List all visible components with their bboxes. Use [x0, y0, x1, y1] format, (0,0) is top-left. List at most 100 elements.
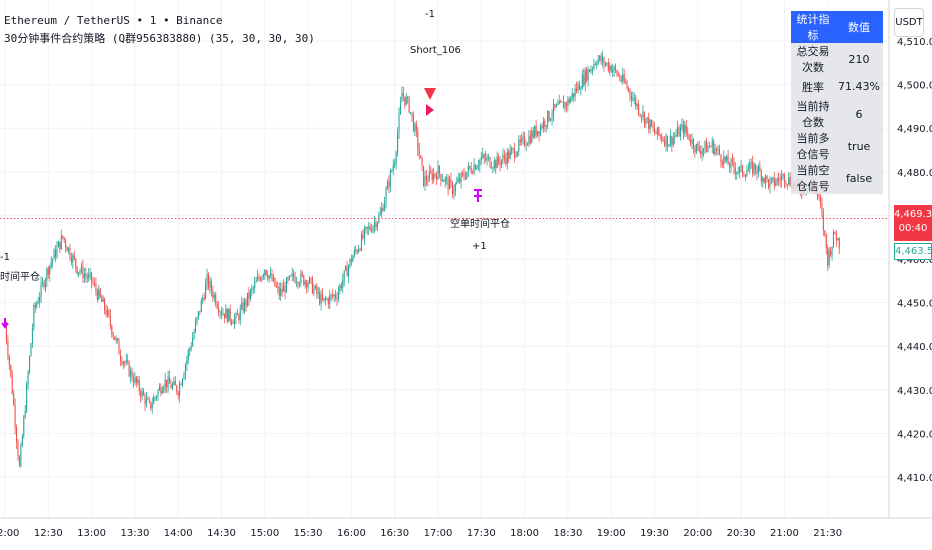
candle-body: [821, 202, 823, 214]
candle-body: [568, 99, 570, 103]
candle-body: [563, 101, 565, 109]
candle-body: [197, 311, 199, 318]
candle-body: [353, 250, 355, 257]
candle-body: [151, 404, 153, 409]
candle-body: [596, 63, 598, 65]
candle-body: [438, 166, 440, 175]
stats-key: 总交易次数: [791, 43, 836, 75]
symbol-info[interactable]: Ethereum / TetherUS • 1 • Binance: [4, 14, 223, 27]
candle-body: [83, 274, 85, 279]
candle-body: [135, 377, 137, 383]
candle-body: [138, 379, 140, 392]
candle-body: [158, 386, 160, 391]
candle-body: [141, 390, 143, 397]
candle-body: [21, 436, 23, 446]
candle-body: [743, 174, 745, 176]
candle-body: [480, 157, 482, 160]
candle-body: [297, 282, 299, 285]
candle-body: [255, 280, 257, 283]
candle-body: [539, 126, 542, 135]
candle-body: [163, 386, 165, 391]
candle-body: [441, 180, 443, 182]
candle-body: [372, 226, 374, 232]
candle-body: [635, 97, 637, 107]
candle-body: [382, 207, 384, 211]
candle-body: [190, 346, 192, 349]
candle-body: [114, 336, 116, 340]
candle-body: [677, 127, 679, 135]
candle-body: [54, 249, 57, 258]
candle-body: [23, 417, 25, 437]
candle-body: [584, 69, 586, 85]
candle-body: [775, 182, 777, 186]
candle-body: [548, 111, 550, 121]
candle-body: [782, 174, 784, 177]
candle-body: [837, 238, 839, 241]
candle-body: [496, 156, 498, 169]
candle-body: [265, 269, 267, 275]
candle-body: [607, 62, 609, 71]
candle-body: [513, 148, 516, 158]
candle-body: [421, 158, 423, 166]
candle-body: [519, 139, 521, 142]
candle-body: [310, 277, 312, 279]
candle-body: [281, 288, 283, 292]
candle-body: [394, 163, 396, 166]
candle-body: [655, 132, 657, 135]
candle-body: [524, 136, 526, 146]
candle-body: [11, 374, 13, 394]
candle-body: [522, 136, 524, 138]
candle-body: [238, 315, 240, 320]
candle-body: [241, 303, 243, 309]
candle-body: [705, 141, 708, 153]
currency-button[interactable]: USDT: [894, 8, 924, 37]
candle-body: [385, 189, 387, 202]
stats-value: 71.43%: [835, 75, 883, 98]
candle-body: [365, 227, 367, 229]
x-tick-label: 21:30: [813, 528, 842, 539]
candle-body: [589, 69, 591, 73]
candle-body: [235, 313, 237, 319]
candle-body: [388, 181, 390, 187]
candle-body: [173, 380, 175, 385]
candle-body: [140, 391, 142, 397]
candle-body: [267, 274, 269, 279]
candle-body: [333, 294, 335, 297]
candle-body: [150, 401, 152, 409]
candle-body: [490, 167, 492, 169]
x-tick-label: 19:30: [640, 528, 669, 539]
candle-body: [830, 250, 832, 256]
candle-body: [423, 165, 425, 187]
candle-body: [386, 181, 389, 190]
candle-body: [334, 294, 337, 298]
candle-body: [31, 328, 33, 344]
candle-body: [254, 282, 256, 288]
candle-body: [229, 308, 231, 321]
candle-body: [664, 140, 666, 146]
candle-body: [831, 246, 833, 256]
y-tick-label: 4,490.00: [897, 124, 932, 135]
candle-body: [349, 258, 351, 267]
candle-body: [470, 167, 472, 173]
x-tick-label: 16:30: [380, 528, 409, 539]
candle-body: [669, 136, 671, 145]
candle-body: [832, 231, 835, 247]
candle-body: [700, 150, 702, 155]
candle-body: [145, 398, 147, 405]
candle-body: [604, 63, 606, 65]
candle-body: [170, 383, 172, 389]
candle-body: [838, 238, 840, 249]
candle-body: [642, 112, 644, 117]
candle-body: [109, 315, 111, 326]
strategy-info[interactable]: 30分钟事件合约策略 (Q群956383880) (35, 30, 30, 30…: [4, 32, 315, 45]
candle-body: [688, 134, 690, 141]
candle-body: [352, 256, 354, 262]
candle-body: [131, 370, 133, 379]
candle-body: [671, 136, 673, 145]
candle-body: [10, 364, 12, 375]
candle-body: [28, 356, 31, 373]
candle-body: [609, 65, 611, 71]
candle-body: [752, 161, 754, 174]
candle-body: [308, 277, 311, 283]
